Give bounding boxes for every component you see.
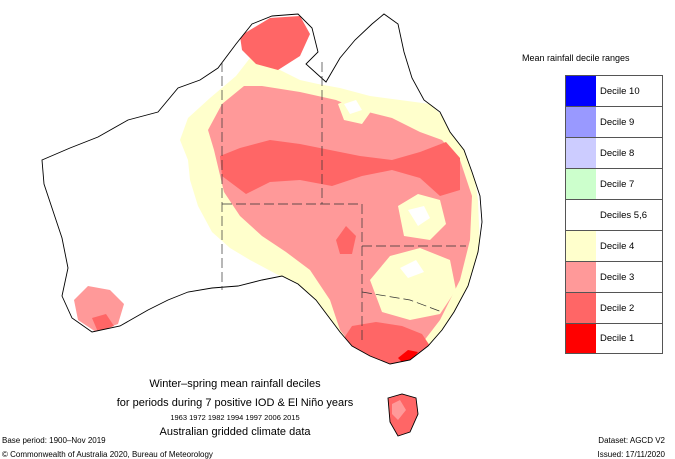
legend-swatch (566, 138, 596, 168)
tasmania (387, 393, 419, 437)
dataset-label: Dataset: AGCD V2 (598, 436, 665, 445)
legend-label: Decile 8 (600, 147, 635, 159)
legend-swatch (566, 231, 596, 261)
caption-source: Australian gridded climate data (159, 426, 311, 438)
base-period: Base period: 1900–Nov 2019 (2, 436, 106, 445)
legend-label: Deciles 5,6 (600, 209, 647, 221)
legend-item-decile-10: Decile 10 (565, 75, 663, 106)
legend-swatch (566, 200, 596, 230)
legend-swatch (566, 76, 596, 106)
legend-label: Decile 10 (600, 85, 640, 97)
legend-item-decile-7: Decile 7 (565, 168, 663, 199)
legend-swatch (566, 107, 596, 137)
legend-title: Mean rainfall decile ranges (522, 53, 630, 63)
issued-date: Issued: 17/11/2020 (597, 450, 665, 459)
australia-mainland (41, 13, 483, 365)
legend-label: Decile 3 (600, 271, 635, 283)
caption-years: 1963 1972 1982 1994 1997 2006 2015 (170, 413, 300, 422)
legend-label: Decile 1 (600, 333, 635, 344)
legend-item-deciles-5-6: Deciles 5,6 (565, 199, 663, 230)
legend-label: Decile 7 (600, 178, 635, 190)
legend-label: Decile 4 (600, 240, 635, 252)
legend-label: Decile 2 (600, 302, 635, 314)
legend-swatch (566, 293, 596, 323)
legend-label: Decile 9 (600, 116, 635, 128)
legend-item-decile-9: Decile 9 (565, 106, 663, 137)
legend-item-decile-2: Decile 2 (565, 292, 663, 323)
legend-item-decile-3: Decile 3 (565, 261, 663, 292)
state-borders (221, 62, 466, 340)
legend-swatch (566, 169, 596, 199)
legend-swatch (566, 324, 596, 353)
legend-item-decile-1: Decile 1 (565, 323, 663, 354)
copyright: © Commonwealth of Australia 2020, Bureau… (2, 450, 213, 459)
legend: Decile 10 Decile 9 Decile 8 Decile 7 Dec… (565, 75, 663, 354)
legend-item-decile-8: Decile 8 (565, 137, 663, 168)
legend-item-decile-4: Decile 4 (565, 230, 663, 261)
caption-subtitle: for periods during 7 positive IOD & El N… (116, 397, 354, 409)
legend-swatch (566, 262, 596, 292)
caption-title: Winter–spring mean rainfall deciles (149, 378, 321, 390)
